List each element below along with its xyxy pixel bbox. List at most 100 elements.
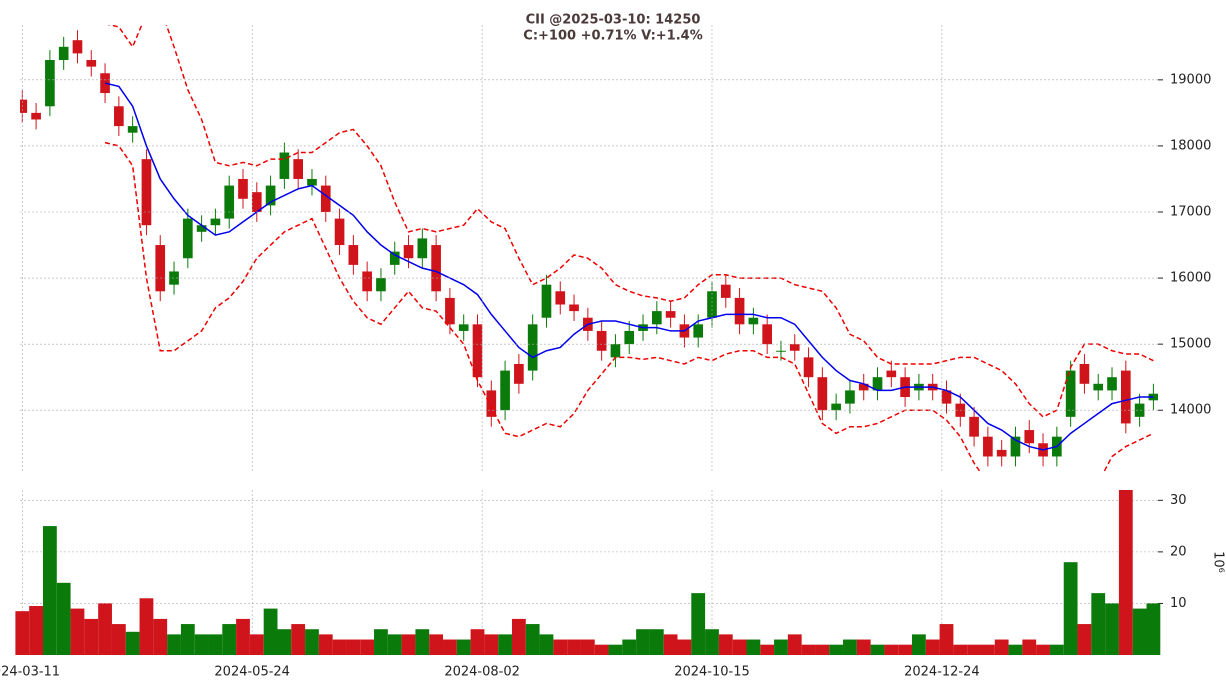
volume-bar [1022,639,1037,655]
candle-body [996,449,1007,457]
volume-bar [429,634,444,655]
volume-bar [774,639,788,655]
volume-bar [870,644,885,655]
volume-bar [167,634,181,655]
volume-bar [98,603,112,655]
candle-body [803,357,814,378]
candle-body [238,178,248,199]
volume-bar [318,634,333,655]
candle-body [555,291,566,305]
volume-bar [829,644,844,655]
y-tick-label: 20 [1170,544,1187,559]
candle-body [1079,363,1090,384]
candle-body [224,185,235,219]
candle-body [31,112,41,120]
volume-bar [1132,608,1147,655]
candle-body [707,291,717,318]
volume-bar [898,644,913,655]
volume-bar [994,639,1009,655]
volume-bar [1049,644,1064,655]
y-tick-label: 15000 [1170,337,1211,352]
y-tick-label: 18000 [1170,138,1211,153]
candle-body [307,178,317,186]
candle-body [320,185,331,212]
candle-body [1134,403,1145,417]
volume-bar [594,644,609,655]
candle-body [983,436,993,457]
y-tick-label: 17000 [1170,204,1211,219]
volume-bar [525,624,540,655]
volume-bar [856,639,871,655]
volume-bar [15,611,30,655]
candle-body [196,225,207,232]
candle-body [569,304,579,312]
candle-body [762,324,772,345]
volume-bar [691,593,706,655]
volume-bar [263,608,278,655]
volume-bar [443,639,457,655]
candle-body [458,324,469,331]
volume-bar [608,644,623,655]
price-panel [20,25,1158,473]
candle-body [376,278,386,292]
volume-bar [346,639,361,655]
volume-bar [236,618,250,655]
volume-bar [912,634,926,655]
candle-body [596,330,607,351]
x-tick-label: 2024-10-15 [674,665,750,680]
candle-body [872,377,883,391]
volume-bar [194,634,209,655]
candle-body [45,60,55,107]
volume-bar [884,644,899,655]
volume-bar [1008,644,1023,655]
y-tick-label: 30 [1170,493,1187,508]
candle-body [403,245,414,259]
volume-bar [953,644,968,655]
volume-bar [815,644,830,655]
volume-bar [1036,644,1050,655]
volume-bar [787,634,802,655]
volume-bar [291,624,306,655]
volume-bar [705,629,719,655]
candle-body [293,159,304,179]
candle-body [886,370,897,378]
candle-body [500,370,510,411]
volume-bar [360,639,375,655]
volume-bar [470,629,485,655]
candle-body [114,106,124,127]
volume-bar [967,644,981,655]
candle-body [720,284,731,298]
chart-subtitle: C:+100 +0.71% V:+1.4% [523,29,702,44]
volume-bar [29,606,43,655]
x-tick-label: 2024-05-24 [214,665,290,680]
volume-bar [139,598,154,655]
y-tick-label: 10 [1170,596,1187,611]
candle-body [472,324,483,378]
volume-bar [636,629,650,655]
candle-body [348,245,359,265]
candle-body [831,403,841,411]
candle-body [445,297,455,325]
volume-bar [415,629,430,655]
volume-bar [718,634,733,655]
volume-bar [1118,490,1133,655]
x-tick-label: 2024-12-24 [904,665,980,680]
volume-bar [939,624,954,655]
candle-body [265,185,276,206]
y-tick-label: 19000 [1170,72,1211,87]
volume-bar [153,618,168,655]
volume-bar [511,618,526,655]
band-line [107,25,1154,418]
candle-body [776,350,786,352]
volume-bar [1091,593,1106,655]
candle-body [941,390,952,404]
candle-body [734,297,745,325]
volume-bar [677,639,692,655]
candle-body [417,238,428,259]
x-tick-label: 2024-03-11 [0,665,60,680]
volume-bar [222,624,237,655]
volume-bar [111,624,126,655]
candle-body [1010,436,1021,457]
candle-body [72,40,83,54]
